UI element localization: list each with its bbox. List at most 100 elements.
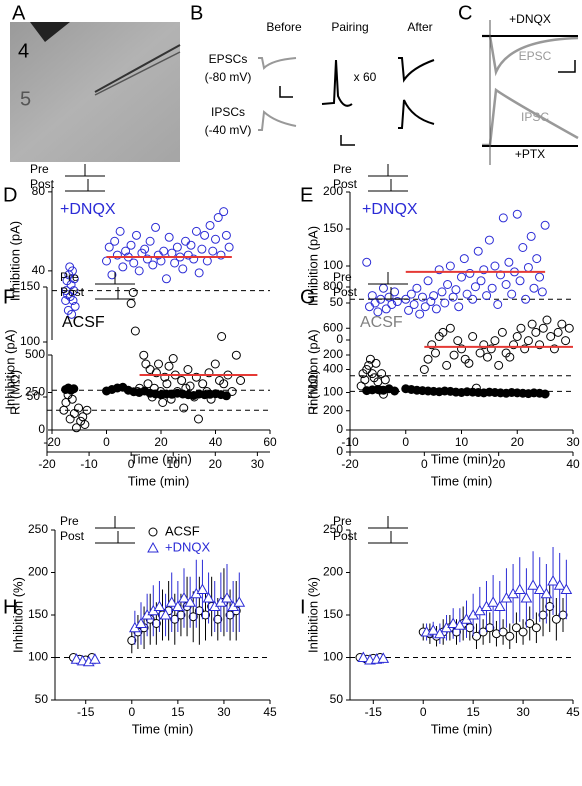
point xyxy=(179,403,189,413)
protocol-label: Post xyxy=(333,529,358,543)
y-axis-label: Inhibition (%) xyxy=(10,577,25,653)
x-axis-label: Time (min) xyxy=(132,721,194,736)
y-tick-label: 250 xyxy=(323,522,343,536)
protocol-label: Pre xyxy=(333,162,352,176)
x-axis-label: Time (min) xyxy=(128,473,190,488)
scale-bar xyxy=(558,60,576,73)
point xyxy=(547,574,559,586)
point xyxy=(448,292,458,302)
panel-letter: G xyxy=(300,286,316,308)
legend-marker xyxy=(148,527,158,537)
panel-letter: B xyxy=(190,2,203,24)
point xyxy=(442,360,452,370)
annotation: ACSF xyxy=(62,314,105,331)
trace xyxy=(258,57,297,71)
point xyxy=(206,394,216,404)
point xyxy=(201,610,210,620)
point xyxy=(194,606,204,616)
point xyxy=(478,627,488,637)
point xyxy=(231,350,241,360)
point xyxy=(470,282,480,292)
point xyxy=(561,336,571,346)
point xyxy=(70,653,83,664)
point xyxy=(518,243,528,252)
point xyxy=(512,332,522,341)
point xyxy=(216,250,226,260)
point xyxy=(377,652,390,663)
point xyxy=(538,323,548,333)
legend-marker xyxy=(147,541,159,553)
layer-label: 4 xyxy=(18,40,29,62)
y-axis-label: Inhibition (pA) xyxy=(305,226,320,306)
point xyxy=(198,379,208,389)
point xyxy=(498,627,508,637)
point xyxy=(423,276,433,286)
point xyxy=(419,365,429,374)
point xyxy=(535,340,545,350)
point xyxy=(431,304,441,314)
point xyxy=(236,376,246,385)
x-tick-label: 0 xyxy=(420,705,427,719)
point xyxy=(181,236,191,246)
y-axis-label: Inhibition (pA) xyxy=(305,329,320,409)
point xyxy=(69,286,79,296)
point xyxy=(390,287,400,297)
y-tick-label: 150 xyxy=(323,221,343,235)
point xyxy=(221,230,231,240)
trace xyxy=(398,57,435,83)
point xyxy=(165,596,178,607)
point xyxy=(558,610,568,620)
point xyxy=(65,414,75,424)
panel-letter: I xyxy=(300,596,306,618)
panel-letter: F xyxy=(3,286,15,308)
point xyxy=(139,350,149,360)
point xyxy=(131,230,141,240)
point xyxy=(140,244,150,254)
point xyxy=(159,608,172,620)
annotation: ACSF xyxy=(360,314,403,331)
point xyxy=(449,350,459,360)
protocol-label: Post xyxy=(333,177,358,191)
x-tick-label: 20 xyxy=(492,457,506,471)
point xyxy=(406,289,416,299)
point xyxy=(486,344,496,354)
scale-bar xyxy=(340,135,355,146)
x-tick-label: 20 xyxy=(209,457,223,471)
protocol-post xyxy=(95,531,135,544)
point xyxy=(221,591,233,603)
point xyxy=(189,254,199,264)
point xyxy=(170,258,180,268)
y-tick-label: 50 xyxy=(35,692,49,706)
point xyxy=(63,290,73,300)
x-tick-label: -10 xyxy=(80,457,98,471)
point xyxy=(434,627,446,639)
point xyxy=(430,348,440,358)
y-tick-label: 600 xyxy=(323,320,343,334)
x-tick-label: -20 xyxy=(43,435,61,449)
point xyxy=(185,381,195,391)
x-axis-label: Time (min) xyxy=(130,451,192,466)
point xyxy=(178,591,190,603)
trace xyxy=(482,34,579,77)
point xyxy=(465,268,475,278)
point xyxy=(172,242,182,252)
x-tick-label: -15 xyxy=(365,705,383,719)
point xyxy=(191,226,201,236)
point xyxy=(479,340,489,350)
column-label: Before xyxy=(266,20,302,34)
point xyxy=(151,368,161,378)
point xyxy=(141,359,151,369)
y-axis-label: Inhibition (pA) xyxy=(7,221,22,301)
point xyxy=(213,614,223,624)
point xyxy=(487,596,499,607)
annotation: +DNQX xyxy=(60,201,116,218)
point xyxy=(527,579,539,590)
point xyxy=(387,299,397,309)
point xyxy=(417,292,427,302)
point xyxy=(540,220,550,230)
point xyxy=(493,600,506,611)
y-tick-label: 200 xyxy=(323,403,343,417)
point xyxy=(156,387,166,396)
x-tick-label: 20 xyxy=(154,435,168,449)
point xyxy=(67,394,77,404)
